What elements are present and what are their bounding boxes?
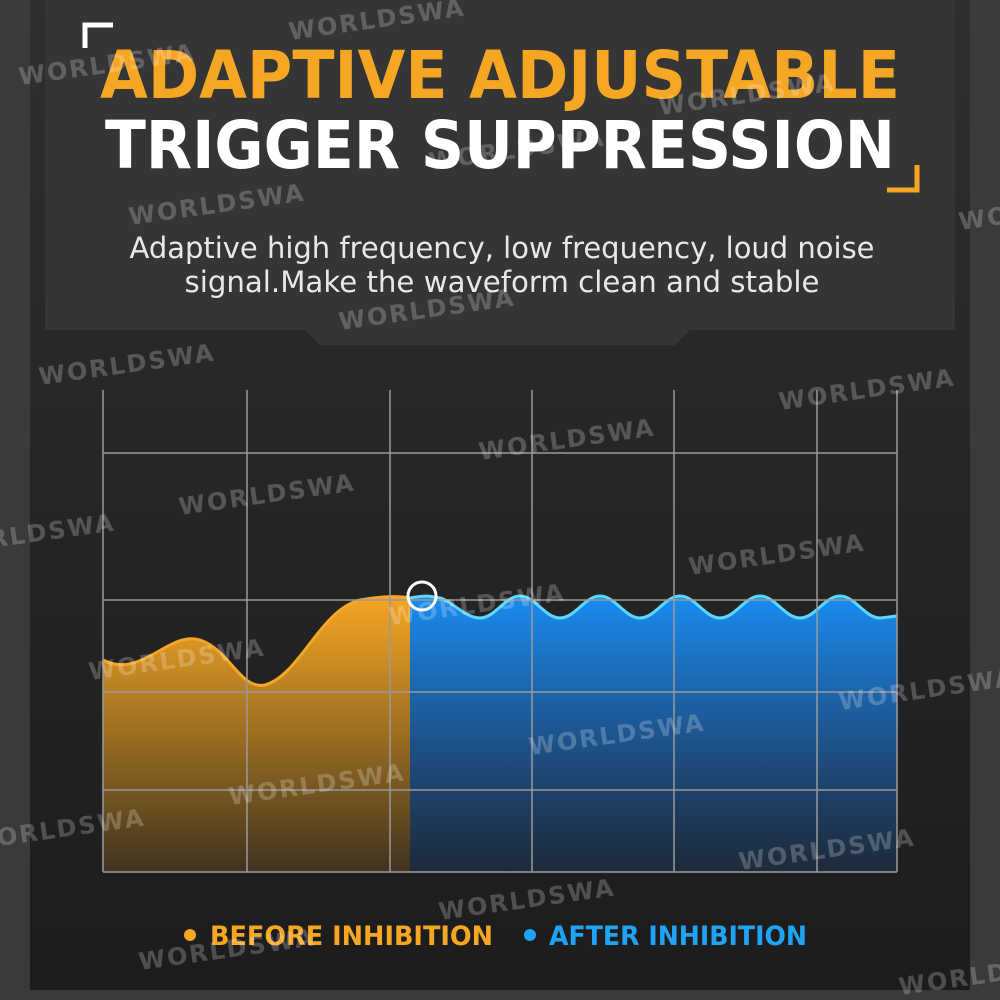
subtitle: signal.Make the waveform clean and stabl… (185, 265, 820, 299)
before-area (103, 596, 410, 872)
grid (102, 390, 898, 873)
corner-bracket (887, 165, 920, 193)
legend-label: AFTER INHIBITION (549, 921, 807, 952)
title: ADAPTIVE ADJUSTABLE (100, 37, 900, 114)
chart (102, 390, 898, 873)
legend-dot (524, 929, 536, 941)
legend-label: BEFORE INHIBITION (210, 921, 493, 952)
after-line (409, 594, 898, 620)
corner-bracket (82, 22, 113, 48)
title: TRIGGER SUPPRESSION (105, 107, 895, 184)
header-panel (45, 0, 955, 345)
subtitle: Adaptive high frequency, low frequency, … (130, 231, 875, 265)
legend-dot (184, 929, 196, 941)
marker (406, 580, 438, 612)
